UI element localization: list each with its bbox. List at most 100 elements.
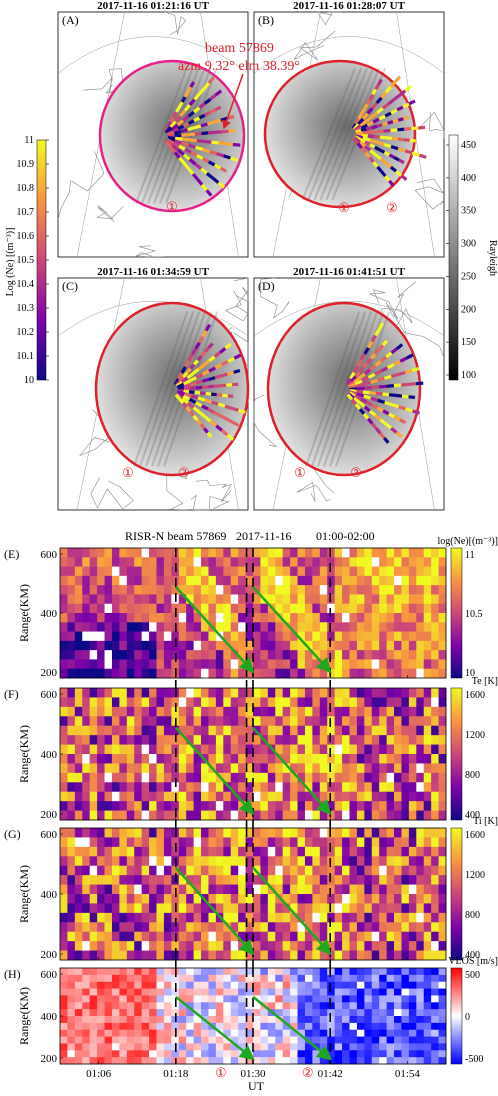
heatmap-cell xyxy=(171,1050,180,1058)
beam-segment xyxy=(214,89,223,97)
heatmap-cell xyxy=(208,782,217,793)
heatmap-cell xyxy=(193,1057,202,1065)
heatmap-cell xyxy=(238,716,246,727)
heatmap-cell xyxy=(82,716,91,727)
heatmap-cell xyxy=(201,640,209,651)
heatmap-cell xyxy=(431,1002,439,1010)
heatmap-cell xyxy=(230,668,239,679)
heatmap-cell xyxy=(282,735,291,745)
heatmap-cell xyxy=(408,968,417,976)
beam-segment xyxy=(174,114,182,123)
heatmap-cell xyxy=(319,884,328,895)
heatmap-cell xyxy=(223,754,232,764)
heatmap-cell xyxy=(253,640,261,651)
heatmap-cell xyxy=(431,995,439,1003)
beam-segment xyxy=(192,414,199,422)
heatmap-cell xyxy=(312,566,321,577)
heatmap-cell xyxy=(386,613,395,623)
heatmap-cell xyxy=(193,566,202,577)
heatmap-cell xyxy=(408,697,417,708)
beam-segment xyxy=(394,75,402,83)
heatmap-cell xyxy=(312,912,321,923)
heatmap-cell xyxy=(319,903,328,914)
heatmap-cell xyxy=(312,603,321,614)
heatmap-cell xyxy=(431,650,439,660)
heatmap-cell xyxy=(297,846,306,857)
heatmap-cell xyxy=(379,650,388,660)
heatmap-cell xyxy=(356,772,365,783)
heatmap-cell xyxy=(386,856,395,867)
heatmap-cell xyxy=(186,754,195,764)
y-tick-label: 400 xyxy=(41,1011,58,1023)
heatmap-cell xyxy=(119,716,128,727)
heatmap-cell xyxy=(119,631,128,642)
heatmap-cell xyxy=(223,1016,232,1024)
heatmap-cell xyxy=(156,763,165,774)
heatmap-cell xyxy=(312,981,321,989)
heatmap-cell xyxy=(386,931,395,942)
heatmap-cell xyxy=(74,631,83,642)
heatmap-cell xyxy=(319,1002,328,1010)
heatmap-cell xyxy=(349,995,358,1003)
heatmap-cell xyxy=(171,557,180,567)
heatmap-cell xyxy=(97,1036,105,1044)
heatmap-cell xyxy=(327,875,336,885)
heatmap-cell xyxy=(290,912,298,923)
heatmap-cell xyxy=(260,622,269,632)
heatmap-cell xyxy=(201,716,209,727)
heatmap-cell xyxy=(253,884,261,895)
beam-segment xyxy=(359,120,367,128)
heatmap-cell xyxy=(267,828,276,838)
beam-segment xyxy=(220,429,229,437)
heatmap-cell xyxy=(319,697,328,708)
heatmap-cell xyxy=(275,974,284,983)
heatmap-cell xyxy=(394,995,402,1003)
y-tick-label: 200 xyxy=(41,949,58,961)
heatmap-cell xyxy=(245,650,254,660)
heatmap-cell xyxy=(401,1002,410,1010)
heatmap-cell xyxy=(408,1009,417,1017)
heatmap-cell xyxy=(401,1057,410,1065)
heatmap-cell xyxy=(111,631,120,642)
heatmap-cell xyxy=(111,688,120,698)
beam-segment xyxy=(213,351,221,358)
heatmap-cell xyxy=(364,594,373,605)
heatmap-cell xyxy=(438,1016,447,1024)
aurora-streak xyxy=(305,311,361,467)
heatmap-cell xyxy=(230,716,239,727)
heatmap-cell xyxy=(379,865,388,876)
heatmap-cell xyxy=(149,763,157,774)
heatmap-cell xyxy=(230,884,239,895)
heatmap-cell xyxy=(275,622,284,632)
beam-segment xyxy=(196,154,204,161)
heatmap-cell xyxy=(208,922,217,933)
heatmap-cell xyxy=(282,1022,291,1031)
heatmap-cell xyxy=(267,763,276,774)
heatmap-cell xyxy=(60,1050,68,1058)
heatmap-cell xyxy=(119,735,128,745)
aurora-streak xyxy=(325,67,380,201)
heatmap-cell xyxy=(260,566,269,577)
beam-segment xyxy=(195,385,203,390)
heatmap-cell xyxy=(60,548,68,558)
heatmap-cell xyxy=(275,575,284,586)
heatmap-cell xyxy=(238,988,246,996)
heatmap-cell xyxy=(230,791,239,802)
heatmap-cell xyxy=(260,988,269,996)
heatmap-cell xyxy=(364,922,373,933)
heatmap-cell xyxy=(149,950,157,961)
heatmap-cell xyxy=(238,613,246,623)
heatmap-cell xyxy=(304,744,313,755)
beam-segment xyxy=(214,105,222,112)
heatmap-cell xyxy=(238,846,246,857)
heatmap-cell xyxy=(282,856,291,867)
heatmap-cell xyxy=(104,735,113,745)
heatmap-cell xyxy=(431,640,439,651)
heatmap-cell xyxy=(416,981,425,989)
heatmap-cell xyxy=(193,941,202,951)
heatmap-cell xyxy=(327,613,336,623)
heatmap-cell xyxy=(245,782,254,793)
heatmap-cell xyxy=(416,744,425,755)
heatmap-cell xyxy=(141,782,150,793)
heatmap-cell xyxy=(245,603,254,614)
